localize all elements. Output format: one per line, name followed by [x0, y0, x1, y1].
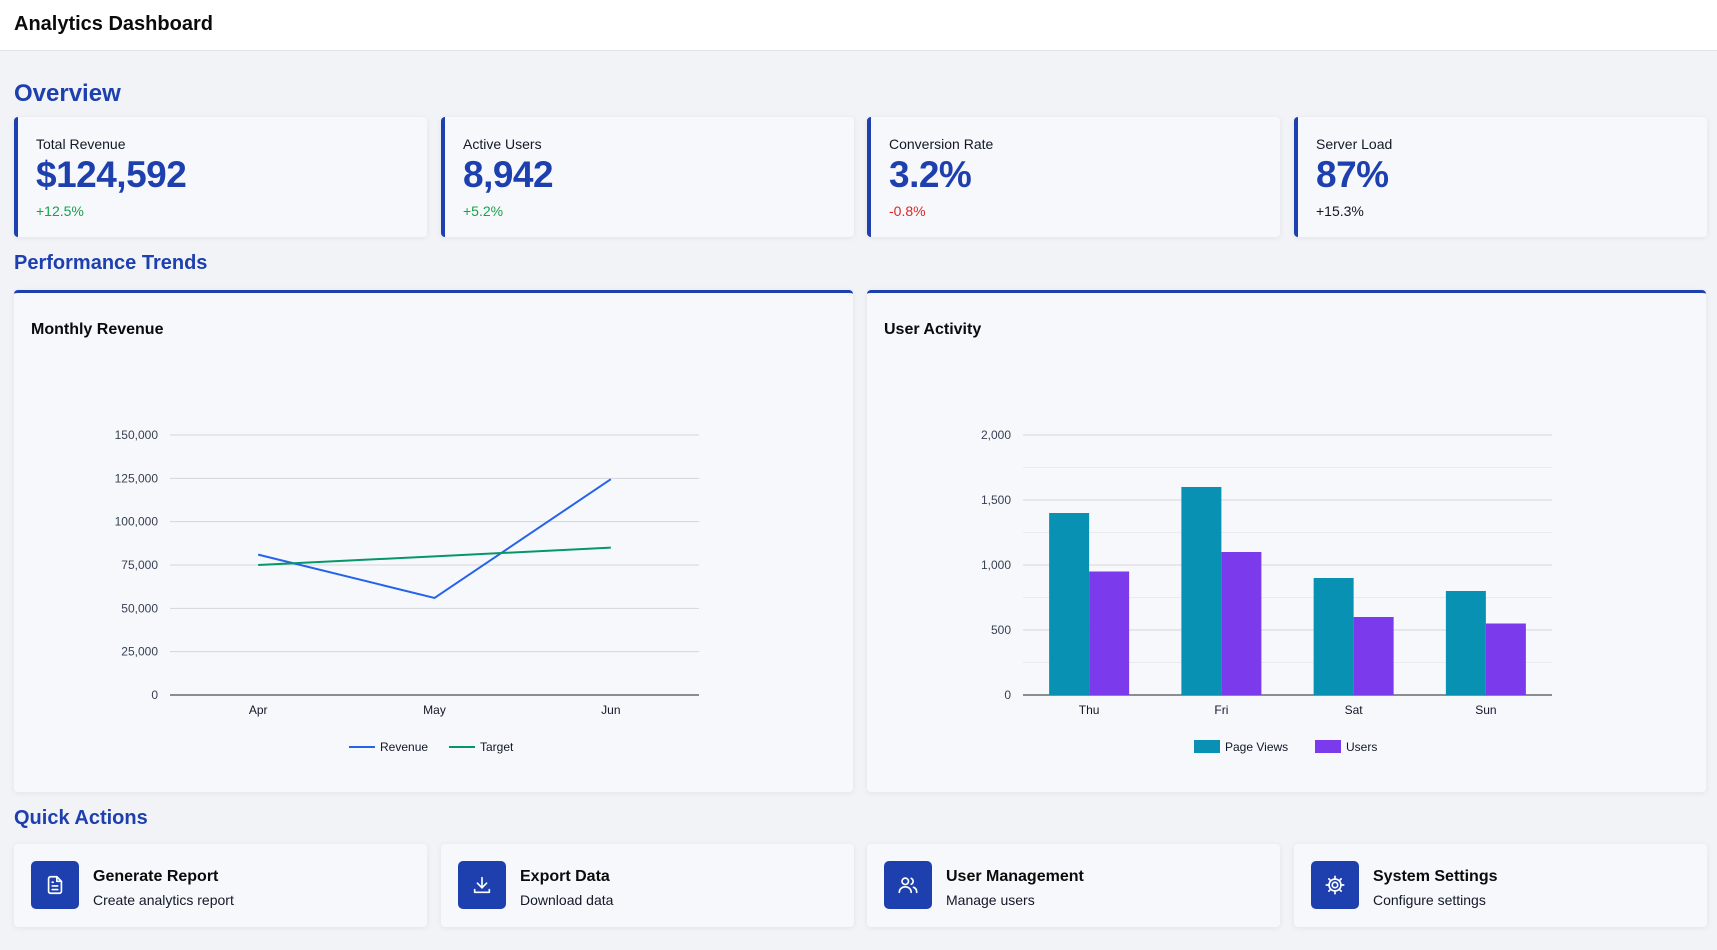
legend-swatch	[1315, 740, 1341, 753]
stat-label: Server Load	[1316, 136, 1393, 152]
y-tick-label: 0	[1004, 688, 1011, 702]
stat-card-total-revenue: Total Revenue $124,592 +12.5%	[14, 117, 427, 237]
legend-label: Target	[480, 740, 514, 754]
stat-change: +5.2%	[463, 203, 504, 219]
system-settings-button[interactable]: System Settings Configure settings	[1294, 844, 1707, 927]
stat-card-active-users: Active Users 8,942 +5.2%	[441, 117, 854, 237]
x-tick-label: May	[423, 703, 446, 717]
y-tick-label: 2,000	[981, 428, 1011, 442]
document-icon	[31, 861, 79, 909]
y-tick-label: 100,000	[115, 515, 159, 529]
stat-label: Conversion Rate	[889, 136, 994, 152]
series-line-revenue	[257, 478, 612, 600]
bar-users	[1485, 623, 1526, 695]
bar-page-views	[1445, 591, 1486, 695]
stat-value: $124,592	[36, 154, 187, 195]
users-icon	[884, 861, 932, 909]
x-tick-label: Fri	[1214, 703, 1228, 717]
user-activity-card: 0 500 1,000 1,500 2,000 Thu Fri Sat Sun Page View…	[867, 290, 1706, 792]
stat-value: 8,942	[463, 154, 554, 195]
legend-label: Users	[1346, 740, 1377, 754]
x-tick-label: Sun	[1475, 703, 1496, 717]
stat-change: +15.3%	[1316, 203, 1364, 219]
action-title: Export Data	[520, 868, 610, 885]
stat-card-server-load: Server Load 87% +15.3%	[1294, 117, 1707, 237]
export-data-button[interactable]: Export Data Download data	[441, 844, 854, 927]
x-tick-label: Sat	[1345, 703, 1364, 717]
bar-users	[1353, 617, 1394, 695]
y-tick-label: 0	[151, 688, 158, 702]
y-tick-label: 500	[991, 623, 1011, 637]
stat-card-conversion-rate: Conversion Rate 3.2% -0.8%	[867, 117, 1280, 237]
action-title: Generate Report	[93, 868, 219, 885]
action-title: System Settings	[1373, 868, 1498, 885]
stat-label: Active Users	[463, 136, 542, 152]
user-activity-chart: 0 500 1,000 1,500 2,000 Thu Fri Sat Sun Page View…	[981, 428, 1552, 754]
bar-page-views	[1049, 513, 1090, 695]
stat-value: 3.2%	[889, 154, 972, 195]
x-tick-label: Thu	[1079, 703, 1100, 717]
bar-page-views	[1313, 578, 1354, 695]
action-description: Manage users	[946, 892, 1035, 908]
y-tick-label: 125,000	[115, 471, 159, 485]
bar-users	[1221, 552, 1262, 695]
y-tick-label: 1,500	[981, 493, 1011, 507]
legend-label: Revenue	[380, 740, 428, 754]
legend-swatch	[1194, 740, 1220, 753]
action-description: Download data	[520, 892, 614, 908]
stat-value: 87%	[1316, 154, 1389, 195]
chart-title: User Activity	[884, 321, 982, 338]
action-title: User Management	[946, 868, 1084, 885]
y-tick-label: 1,000	[981, 558, 1011, 572]
y-tick-label: 75,000	[121, 558, 158, 572]
app-title: Analytics Dashboard	[14, 13, 213, 35]
generate-report-button[interactable]: Generate Report Create analytics report	[14, 844, 427, 927]
quick-actions-heading: Quick Actions	[14, 807, 148, 829]
stat-change: +12.5%	[36, 203, 84, 219]
stat-change: -0.8%	[889, 203, 926, 219]
x-tick-label: Apr	[249, 703, 268, 717]
gear-icon	[1311, 861, 1359, 909]
legend-label: Page Views	[1225, 740, 1288, 754]
download-icon	[458, 861, 506, 909]
top-bar: Analytics Dashboard	[0, 0, 1717, 51]
action-description: Create analytics report	[93, 892, 234, 908]
overview-heading: Overview	[14, 80, 121, 107]
monthly-revenue-card: 0 25,000 50,000 75,000 100,000 125,000 150,000…	[14, 290, 853, 792]
x-tick-label: Jun	[601, 703, 620, 717]
monthly-revenue-chart: 0 25,000 50,000 75,000 100,000 125,000 150,000…	[115, 428, 699, 754]
stat-label: Total Revenue	[36, 136, 126, 152]
bar-users	[1089, 571, 1130, 695]
series-line-target	[258, 546, 611, 566]
y-tick-label: 25,000	[121, 645, 158, 659]
user-management-button[interactable]: User Management Manage users	[867, 844, 1280, 927]
action-description: Configure settings	[1373, 892, 1486, 908]
bar-page-views	[1181, 487, 1222, 695]
chart-title: Monthly Revenue	[31, 321, 164, 338]
y-tick-label: 50,000	[121, 601, 158, 615]
performance-heading: Performance Trends	[14, 252, 208, 274]
y-tick-label: 150,000	[115, 428, 159, 442]
